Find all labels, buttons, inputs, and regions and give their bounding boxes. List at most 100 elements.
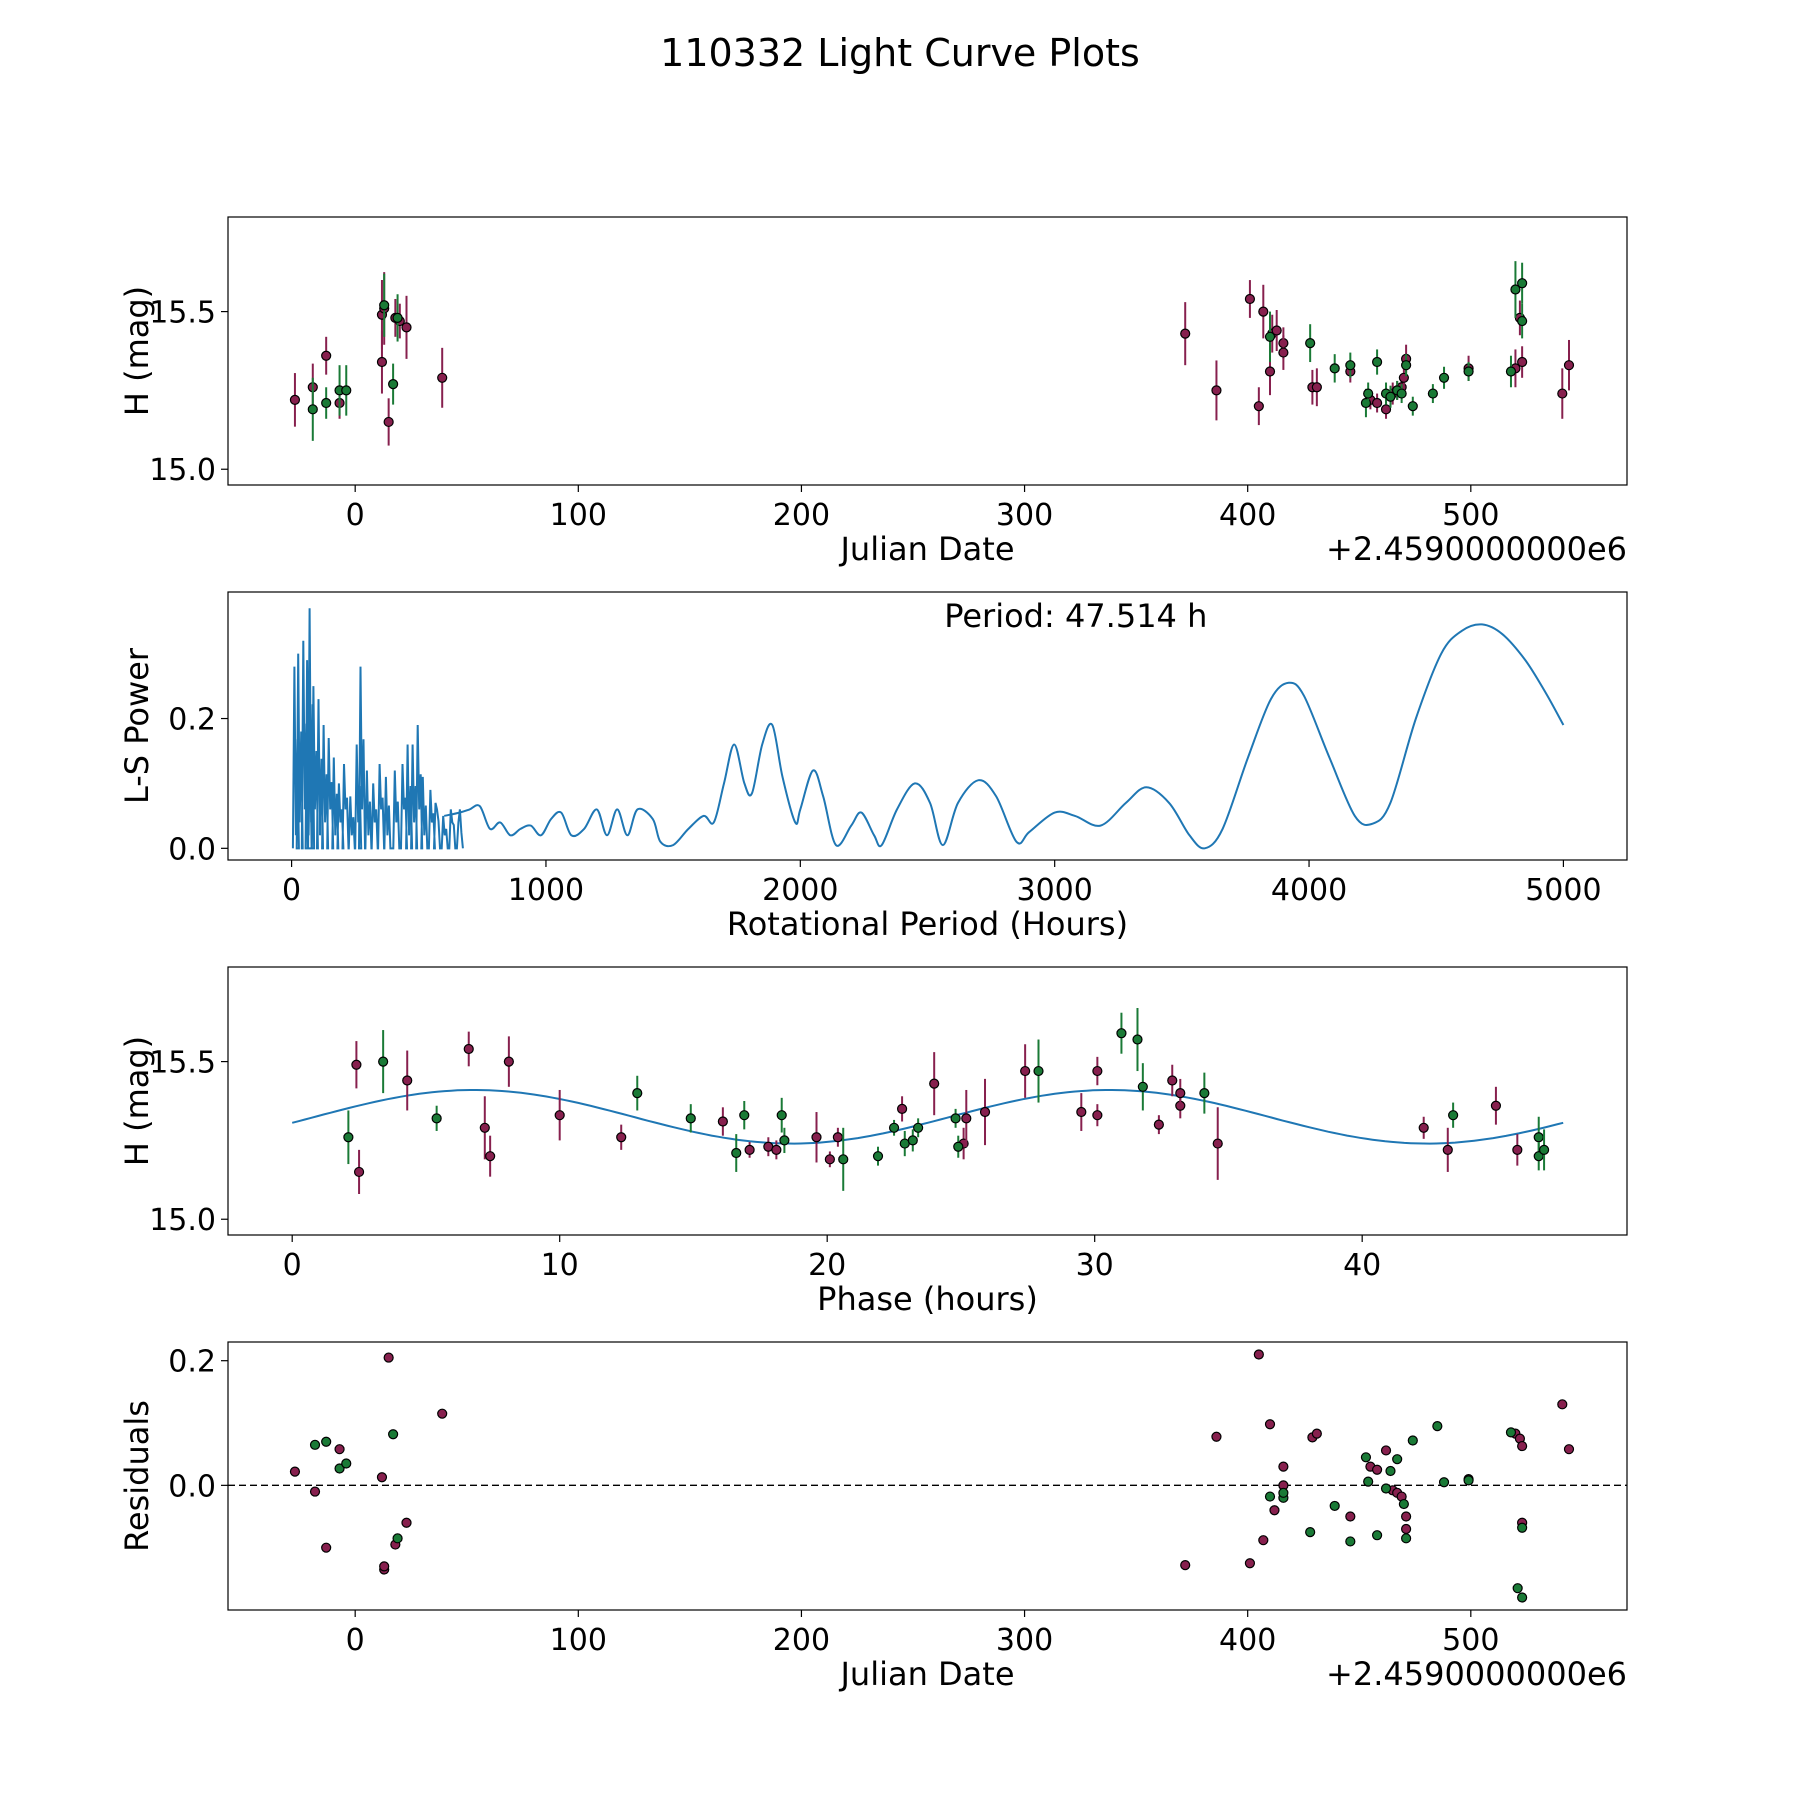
phase-folded-data-point	[731, 1147, 742, 1159]
residuals-x-tick-label: 300	[996, 1623, 1053, 1658]
phase-folded-data-point	[1076, 1106, 1087, 1118]
phase-folded-data-point	[1092, 1110, 1103, 1121]
light-curve-data-point	[1385, 391, 1396, 402]
phase-folded-data-point	[888, 1122, 900, 1133]
periodogram-axes-frame	[227, 591, 1628, 861]
residuals-data-point	[1380, 1483, 1392, 1494]
phase-folded-data-point	[811, 1132, 822, 1143]
light-curve-data-point	[1371, 356, 1383, 368]
phase-folded-data-point	[1418, 1122, 1429, 1133]
phase-folded-data-point	[1199, 1088, 1210, 1099]
residuals-axes-frame	[227, 1341, 1628, 1611]
light-curve-data-point	[379, 300, 390, 311]
residuals-data-point	[1244, 1558, 1256, 1569]
residuals-data-point	[1371, 1530, 1383, 1541]
residuals-data-point	[1371, 1464, 1383, 1475]
periodogram-curve	[443, 623, 1565, 850]
phase-folded-data-point	[907, 1135, 918, 1146]
phase-folded-data-point	[771, 1144, 782, 1155]
light-curve-x-tick-label: 200	[773, 498, 830, 533]
light-curve-data-point	[1264, 366, 1276, 377]
phase-folded-data-point	[929, 1078, 940, 1089]
residuals-y-tick-label: 0.0	[168, 1469, 216, 1504]
residuals-data-point	[1398, 1498, 1409, 1510]
phase-folded-data-point	[1490, 1100, 1502, 1111]
periodogram-y-tick-label: 0.2	[168, 703, 216, 738]
light-curve-data-point	[1345, 360, 1356, 371]
phase-folded-x-tick-label: 20	[808, 1248, 846, 1283]
residuals-data-point	[1269, 1505, 1280, 1516]
light-curve-data-point	[1557, 388, 1568, 399]
light-curve-y-tick-label: 15.0	[149, 453, 216, 488]
phase-folded-y-axis-label: H (mag)	[118, 1036, 156, 1166]
light-curve-data-point	[392, 312, 403, 323]
phase-folded-data-point	[1132, 1034, 1143, 1045]
phase-folded-data-point	[1153, 1119, 1164, 1130]
phase-folded-data-point	[744, 1144, 755, 1155]
phase-folded-data-point	[1020, 1065, 1031, 1077]
residuals-x-tick-label: 400	[1219, 1623, 1276, 1658]
phase-folded-data-point	[1538, 1144, 1550, 1155]
phase-folded-data-point	[1033, 1065, 1044, 1077]
phase-folded-x-tick-label: 0	[283, 1248, 302, 1283]
phase-folded-data-point	[1175, 1088, 1186, 1099]
panel-phase-folded: 0 10 20 30 40 15.0 15.5 Phase (hours) H (mag)	[118, 966, 1628, 1318]
residuals-data-point	[1258, 1535, 1269, 1546]
residuals-x-offset-label: +2.4590000000e6	[1326, 1655, 1627, 1693]
residuals-data-point	[309, 1486, 321, 1497]
light-curve-data-point	[1311, 382, 1322, 393]
residuals-data-point	[1305, 1526, 1316, 1538]
periodogram-y-axis-label: L-S Power	[118, 647, 156, 804]
light-curve-data-point	[1271, 325, 1282, 336]
phase-folded-data-point	[739, 1110, 750, 1121]
residuals-data-point	[1438, 1477, 1450, 1488]
residuals-data-point	[1517, 1522, 1528, 1533]
residuals-data-point	[1264, 1491, 1276, 1502]
residuals-data-point	[388, 1429, 399, 1440]
residuals-data-point	[1557, 1399, 1568, 1410]
phase-folded-x-tick-label: 40	[1343, 1248, 1381, 1283]
residuals-x-tick-label: 200	[773, 1623, 830, 1658]
light-curve-data-point	[321, 350, 332, 361]
residuals-plot-area	[228, 1349, 1627, 1603]
residuals-data-point	[321, 1436, 332, 1447]
phase-folded-plot-area	[291, 1007, 1564, 1195]
residuals-data-point	[1385, 1465, 1396, 1477]
phase-folded-data-point	[1442, 1144, 1453, 1155]
light-curve-data-point	[1211, 385, 1222, 396]
light-curve-x-tick-label: 100	[550, 498, 607, 533]
phase-folded-data-point	[685, 1113, 696, 1124]
light-curve-y-axis-label: H (mag)	[118, 286, 156, 416]
residuals-data-point	[1278, 1461, 1289, 1472]
residuals-data-point	[1401, 1533, 1412, 1544]
light-curve-data-point	[289, 394, 301, 405]
light-curve-data-point	[376, 356, 388, 368]
light-curve-axes-frame	[227, 216, 1628, 486]
light-curve-data-point	[1180, 328, 1191, 339]
residuals-data-point	[1517, 1440, 1528, 1452]
periodogram-x-tick-label: 4000	[1271, 873, 1347, 908]
phase-folded-data-point	[1448, 1110, 1459, 1121]
light-curve-x-tick-label: 300	[996, 498, 1053, 533]
periodogram-x-tick-label: 1000	[508, 873, 584, 908]
residuals-data-point	[309, 1439, 321, 1450]
phase-folded-data-point	[961, 1113, 972, 1124]
phase-folded-data-point	[950, 1113, 961, 1124]
phase-folded-data-point	[1167, 1075, 1178, 1086]
light-curve-data-point	[1438, 372, 1450, 383]
periodogram-spikes	[291, 608, 464, 850]
periodogram-x-axis-label: Rotational Period (Hours)	[727, 905, 1128, 943]
residuals-data-point	[401, 1517, 412, 1528]
light-curve-data-point	[1517, 315, 1528, 327]
light-curve-data-point	[437, 372, 448, 383]
residuals-data-point	[1563, 1444, 1575, 1455]
phase-model-curve	[291, 1089, 1564, 1145]
light-curve-data-point	[1363, 388, 1374, 399]
residuals-data-point	[1345, 1536, 1356, 1547]
phase-folded-data-point	[632, 1088, 643, 1099]
phase-folded-x-tick-label: 30	[1076, 1248, 1114, 1283]
residuals-data-point	[1432, 1421, 1443, 1432]
light-curve-data-point	[383, 416, 394, 428]
